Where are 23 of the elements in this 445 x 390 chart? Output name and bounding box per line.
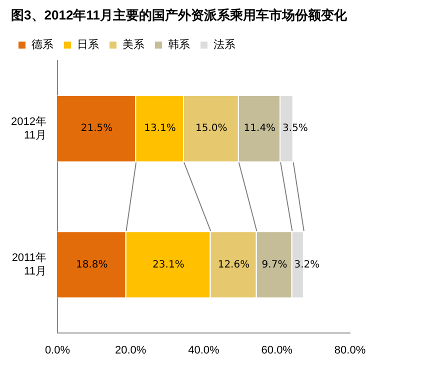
data-label: 9.7%	[262, 259, 288, 270]
data-label: 15.0%	[196, 123, 228, 134]
data-label: 12.6%	[218, 259, 250, 270]
legend-label: 法系	[214, 38, 236, 52]
x-tick-label: 0.0%	[44, 344, 70, 356]
data-label: 23.1%	[152, 259, 184, 270]
legend-label: 德系	[32, 38, 54, 52]
data-label: 3.5%	[282, 123, 308, 134]
data-label: 3.2%	[294, 259, 320, 270]
y-tick-label: 2012年 11月	[10, 116, 46, 142]
data-label: 11.4%	[244, 123, 276, 134]
x-tick-label: 60.0%	[261, 344, 293, 356]
legend-label: 美系	[122, 38, 144, 52]
chart-title: 图3、2012年11月主要的国产外资派系乘用车市场份额变化	[11, 7, 348, 22]
legend-label: 日系	[77, 38, 99, 52]
data-label: 18.8%	[76, 259, 108, 270]
legend-label: 韩系	[168, 38, 190, 52]
x-tick-label: 20.0%	[115, 344, 146, 356]
data-label: 21.5%	[80, 123, 113, 134]
y-tick-label: 2011年 11月	[12, 252, 46, 278]
x-tick-label: 40.0%	[188, 344, 220, 356]
x-tick-label: 80.0%	[334, 344, 366, 356]
data-label: 13.1%	[144, 123, 176, 134]
